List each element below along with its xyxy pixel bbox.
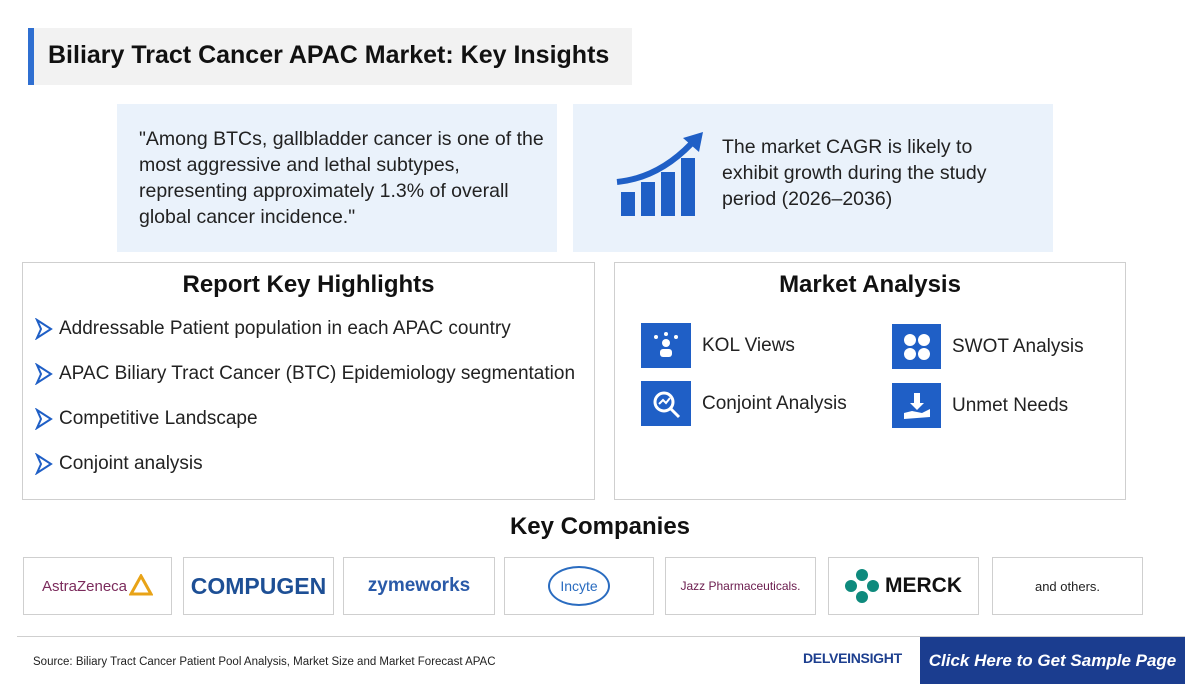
highlight-text: Conjoint analysis	[59, 453, 203, 474]
title-box: Biliary Tract Cancer APAC Market: Key In…	[28, 28, 632, 85]
highlight-item: APAC Biliary Tract Cancer (BTC) Epidemio…	[35, 363, 575, 385]
divider	[17, 636, 1185, 637]
market-panel: Market Analysis KOL Views SWOT Analysis …	[614, 262, 1126, 500]
cta-button[interactable]: Click Here to Get Sample Page	[920, 637, 1185, 684]
company-logo: MERCK	[828, 557, 979, 615]
highlight-item: Conjoint analysis	[35, 453, 203, 475]
company-logo: AstraZeneca	[23, 557, 172, 615]
bullet-arrow	[35, 453, 53, 475]
brand-logo: DELVEINSIGHT	[803, 650, 902, 666]
highlight-text: APAC Biliary Tract Cancer (BTC) Epidemio…	[59, 363, 576, 384]
company-name: zymeworks	[367, 575, 471, 596]
company-name: MERCK	[885, 574, 962, 597]
panel-title: Report Key Highlights	[182, 271, 435, 298]
analysis-label: Conjoint Analysis	[702, 392, 847, 414]
company-logo: and others.	[992, 557, 1143, 615]
source-note: Source: Biliary Tract Cancer Patient Poo…	[33, 656, 496, 668]
company-name: Incyte	[560, 578, 598, 594]
company-name: AstraZeneca	[41, 577, 128, 595]
icon	[641, 323, 691, 368]
company-logo: Jazz Pharmaceuticals.	[665, 557, 816, 615]
company-name: COMPUGEN	[190, 572, 327, 599]
highlight-text: Competitive Landscape	[59, 408, 258, 429]
highlight-item: Addressable Patient population in each A…	[35, 318, 511, 340]
bullet-arrow	[35, 363, 53, 385]
cagr-box: The market CAGR is likely to exhibit gro…	[573, 104, 1053, 252]
section-title: Key Companies	[509, 513, 691, 540]
highlight-item: Competitive Landscape	[35, 408, 258, 430]
analysis-label: KOL Views	[702, 334, 795, 356]
growth-icon	[616, 132, 703, 216]
page-title: Biliary Tract Cancer APAC Market: Key In…	[48, 41, 610, 69]
panel-title: Market Analysis	[779, 271, 961, 298]
company-logo: COMPUGEN	[183, 557, 334, 615]
bullet-arrow	[35, 318, 53, 340]
analysis-label: SWOT Analysis	[952, 335, 1084, 357]
bullet-arrow	[35, 408, 53, 430]
icon	[641, 381, 691, 426]
cagr-text: The market CAGR is likely to exhibit gro…	[722, 136, 987, 210]
company-name: Jazz Pharmaceuticals.	[680, 579, 801, 593]
quote-text: "Among BTCs, gallbladder cancer is one o…	[139, 128, 544, 228]
icon	[892, 383, 941, 428]
quote-box: "Among BTCs, gallbladder cancer is one o…	[117, 104, 557, 252]
company-logo: Incyte	[504, 557, 654, 615]
highlight-text: Addressable Patient population in each A…	[59, 318, 511, 339]
company-name: and others.	[1034, 578, 1101, 594]
analysis-label: Unmet Needs	[952, 394, 1069, 416]
company-logo: zymeworks	[343, 557, 495, 615]
highlights-panel: Report Key Highlights Addressable Patien…	[22, 262, 595, 500]
icon	[892, 324, 941, 369]
